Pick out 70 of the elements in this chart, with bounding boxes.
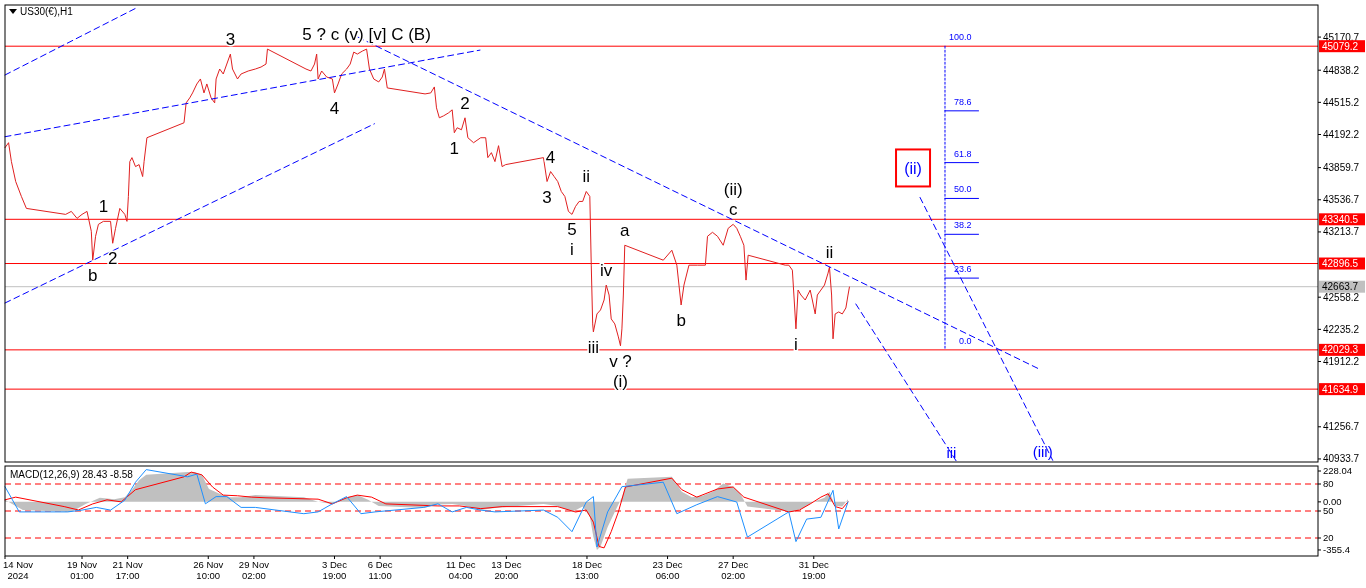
- annotation: 78.6: [953, 96, 972, 107]
- y-tick-label: -355.4: [1323, 544, 1350, 556]
- y-tick-label: 42558.2: [1323, 291, 1360, 303]
- x-tick-label: 21 Nov 17:00: [112, 559, 143, 581]
- x-tick-label: 19 Nov 01:00: [66, 559, 98, 581]
- annotation: 4: [329, 98, 340, 118]
- y-tick-label: 42235.2: [1323, 323, 1360, 335]
- y-tick-label: 44838.2: [1323, 64, 1360, 76]
- annotation: iii: [946, 444, 957, 462]
- annotation: 50.0: [953, 184, 972, 195]
- annotation: 3: [225, 30, 236, 50]
- chart-title: MACD(12,26,9) 28.43 -8.58: [10, 469, 134, 480]
- x-tick-label: 18 Dec 13:00: [571, 559, 603, 581]
- annotation: 1: [449, 138, 460, 158]
- chart-title: US30(€),H1: [20, 6, 74, 17]
- annotation: v ?: [609, 351, 632, 371]
- annotation: b: [87, 266, 98, 286]
- annotation: (i): [612, 371, 629, 391]
- x-tick-label: 3 Dec 19:00: [322, 559, 348, 581]
- annotation: 23.6: [953, 264, 972, 275]
- y-tick-label: 41912.2: [1323, 356, 1360, 368]
- ref-line-label: 41634.9: [1322, 383, 1359, 395]
- annotation: b: [676, 310, 686, 330]
- annotation: c: [728, 200, 738, 220]
- x-tick-label: 29 Nov 02:00: [238, 559, 270, 581]
- x-tick-label: 23 Dec 06:00: [652, 559, 683, 581]
- annotation: ii: [825, 243, 834, 263]
- annotation: iv: [600, 261, 613, 281]
- ref-line-label: 43340.5: [1322, 213, 1359, 225]
- annotation: (ii): [904, 160, 922, 178]
- y-tick-label: 44192.2: [1323, 129, 1360, 141]
- annotation: 100.0: [948, 32, 972, 43]
- x-tick-label: 14 Nov 2024: [2, 559, 34, 581]
- ref-line-label: 45079.2: [1322, 40, 1359, 52]
- ref-line-label: 42663.7: [1322, 281, 1359, 293]
- x-tick-label: 13 Dec 20:00: [491, 559, 522, 581]
- annotation: i: [570, 240, 574, 260]
- ref-line-label: 42029.3: [1322, 344, 1359, 356]
- annotation: 61.8: [953, 148, 972, 159]
- y-tick-label: 228.04: [1323, 465, 1353, 477]
- annotation: 2: [460, 93, 470, 113]
- annotation: 0.0: [959, 335, 972, 346]
- annotation: i: [794, 334, 798, 354]
- y-tick-label: 0.00: [1323, 496, 1342, 508]
- x-tick-label: 27 Dec 02:00: [718, 559, 749, 581]
- y-tick-label: 45170.7: [1323, 31, 1360, 43]
- annotation: 3: [542, 187, 552, 207]
- annotation: (iii): [1032, 443, 1053, 461]
- annotation: a: [620, 221, 631, 241]
- annotation: ii: [582, 167, 591, 187]
- x-tick-label: 6 Dec 11:00: [367, 559, 393, 581]
- x-tick-label: 26 Nov 10:00: [193, 559, 224, 581]
- y-tick-label: 41256.7: [1323, 421, 1360, 433]
- annotation: 5 ? c (v) [v] C (B): [302, 25, 431, 45]
- y2-tick-label: 50: [1323, 505, 1334, 517]
- annotation: 4: [545, 147, 556, 167]
- annotation: (ii): [723, 180, 743, 200]
- y2-tick-label: 80: [1323, 478, 1334, 490]
- x-tick-label: 11 Dec 04:00: [446, 559, 476, 581]
- y-tick-label: 44515.2: [1323, 96, 1360, 108]
- annotation: 1: [98, 197, 109, 217]
- y2-tick-label: 20: [1323, 532, 1334, 544]
- x-tick-label: 31 Dec 19:00: [798, 559, 830, 581]
- y-tick-label: 43536.7: [1323, 194, 1360, 206]
- annotation: 5: [567, 220, 577, 240]
- annotation: 38.2: [953, 220, 972, 231]
- y-tick-label: 43859.7: [1323, 162, 1360, 174]
- ref-line-label: 42896.5: [1322, 258, 1359, 270]
- y-tick-label: 40933.7: [1323, 453, 1360, 465]
- y-tick-label: 43213.7: [1323, 226, 1360, 238]
